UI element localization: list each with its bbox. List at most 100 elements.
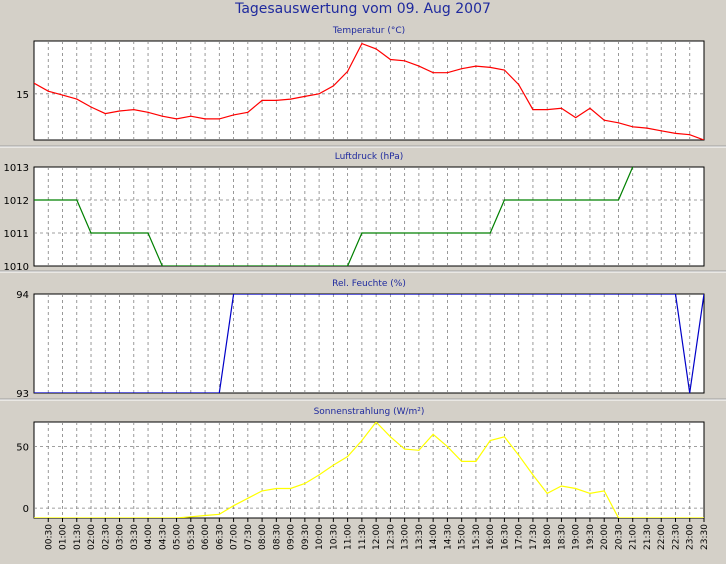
data-point bbox=[61, 94, 64, 96]
data-point bbox=[175, 118, 178, 120]
data-point bbox=[361, 232, 363, 234]
x-tick-label: 04:30 bbox=[158, 524, 168, 550]
data-point bbox=[489, 232, 491, 234]
x-axis-labels: 00:30 01:00 01:30 02:00 02:30 03:00 03:30 04:00… bbox=[44, 518, 710, 550]
data-point bbox=[674, 294, 677, 295]
x-tick-label: 20:00 bbox=[600, 524, 610, 550]
x-tick-label: 22:00 bbox=[657, 524, 667, 550]
x-tick-label: 11:00 bbox=[344, 524, 354, 550]
x-tick-label: 18:00 bbox=[543, 524, 553, 550]
x-tick-label: 14:00 bbox=[429, 524, 439, 550]
data-point bbox=[389, 436, 391, 438]
data-point bbox=[432, 433, 434, 435]
data-point bbox=[575, 116, 577, 119]
data-point bbox=[546, 109, 548, 111]
data-point bbox=[375, 422, 377, 423]
data-point bbox=[218, 513, 220, 515]
data-point bbox=[461, 68, 463, 70]
chart-panel-1: 15 Temperatur (°C) bbox=[16, 26, 705, 141]
y-tick-label: 1013 bbox=[4, 163, 29, 174]
data-point bbox=[475, 460, 477, 462]
data-point bbox=[703, 139, 704, 140]
x-tick-label: 01:00 bbox=[59, 524, 69, 550]
data-point bbox=[532, 109, 534, 111]
series-line bbox=[34, 294, 704, 393]
y-tick-label: 1011 bbox=[4, 229, 29, 240]
x-tick-label: 17:00 bbox=[515, 524, 525, 550]
data-point bbox=[232, 294, 235, 295]
x-tick-label: 00:30 bbox=[44, 524, 54, 550]
x-tick-label: 07:30 bbox=[244, 524, 254, 550]
x-tick-label: 13:30 bbox=[415, 524, 425, 550]
x-tick-label: 14:30 bbox=[443, 524, 453, 550]
x-tick-label: 12:00 bbox=[372, 524, 382, 550]
data-point bbox=[347, 455, 349, 458]
x-tick-label: 01:30 bbox=[73, 524, 83, 550]
data-point bbox=[289, 98, 292, 100]
x-tick-label: 09:00 bbox=[287, 524, 297, 550]
data-point bbox=[617, 517, 620, 518]
data-point bbox=[90, 106, 92, 108]
y-tick-label: 93 bbox=[16, 389, 29, 400]
data-point bbox=[375, 48, 377, 50]
series-line bbox=[34, 42, 704, 140]
panel-title: Sonnenstrahlung (W/m²) bbox=[314, 407, 425, 417]
series-line bbox=[34, 167, 634, 266]
data-point bbox=[632, 167, 634, 168]
data-point bbox=[560, 485, 563, 487]
x-tick-label: 06:00 bbox=[201, 524, 211, 550]
y-tick-label: 94 bbox=[16, 290, 29, 301]
data-point bbox=[532, 474, 534, 476]
data-point bbox=[304, 95, 306, 98]
plot-area bbox=[33, 421, 705, 519]
x-tick-label: 02:00 bbox=[87, 524, 97, 550]
data-point bbox=[703, 517, 704, 518]
data-point bbox=[147, 111, 149, 113]
data-point bbox=[147, 232, 149, 234]
x-tick-label: 03:30 bbox=[130, 524, 140, 550]
data-point bbox=[218, 118, 220, 120]
data-point bbox=[589, 492, 591, 494]
data-point bbox=[318, 474, 320, 476]
data-point bbox=[632, 126, 634, 128]
report-title: Tagesauswertung vom 09. Aug 2007 bbox=[235, 1, 491, 17]
y-tick-label: 50 bbox=[16, 443, 29, 454]
x-tick-label: 20:30 bbox=[614, 524, 624, 550]
data-point bbox=[361, 43, 363, 45]
data-point bbox=[389, 58, 391, 61]
x-tick-label: 16:00 bbox=[486, 524, 496, 550]
data-point bbox=[575, 487, 577, 490]
data-point bbox=[275, 487, 277, 490]
x-tick-label: 05:30 bbox=[187, 524, 197, 550]
data-point bbox=[461, 460, 463, 462]
data-point bbox=[118, 110, 121, 112]
data-point bbox=[489, 66, 491, 68]
data-point bbox=[161, 115, 163, 117]
y-tick-label: 15 bbox=[16, 90, 29, 101]
x-tick-label: 21:00 bbox=[629, 524, 639, 550]
x-tick-label: 19:30 bbox=[586, 524, 596, 550]
y-tick-label: 1010 bbox=[4, 262, 29, 273]
x-tick-label: 23:00 bbox=[686, 524, 696, 550]
data-point bbox=[347, 265, 349, 266]
data-point bbox=[304, 482, 306, 485]
data-point bbox=[518, 454, 520, 456]
data-point bbox=[418, 65, 420, 67]
x-tick-label: 21:30 bbox=[643, 524, 653, 550]
data-point bbox=[617, 122, 620, 124]
data-point bbox=[332, 464, 334, 466]
x-tick-label: 10:30 bbox=[329, 524, 339, 550]
data-point bbox=[446, 446, 449, 448]
data-point bbox=[503, 199, 506, 201]
data-point bbox=[247, 111, 249, 113]
data-point bbox=[404, 448, 406, 450]
panel-title: Luftdruck (hPa) bbox=[335, 152, 404, 162]
y-tick-label: 1012 bbox=[4, 196, 29, 207]
data-point bbox=[47, 90, 49, 92]
data-point bbox=[261, 490, 263, 492]
x-tick-label: 06:30 bbox=[215, 524, 225, 550]
data-point bbox=[674, 132, 677, 134]
data-point bbox=[76, 98, 78, 100]
x-tick-label: 15:30 bbox=[472, 524, 482, 550]
